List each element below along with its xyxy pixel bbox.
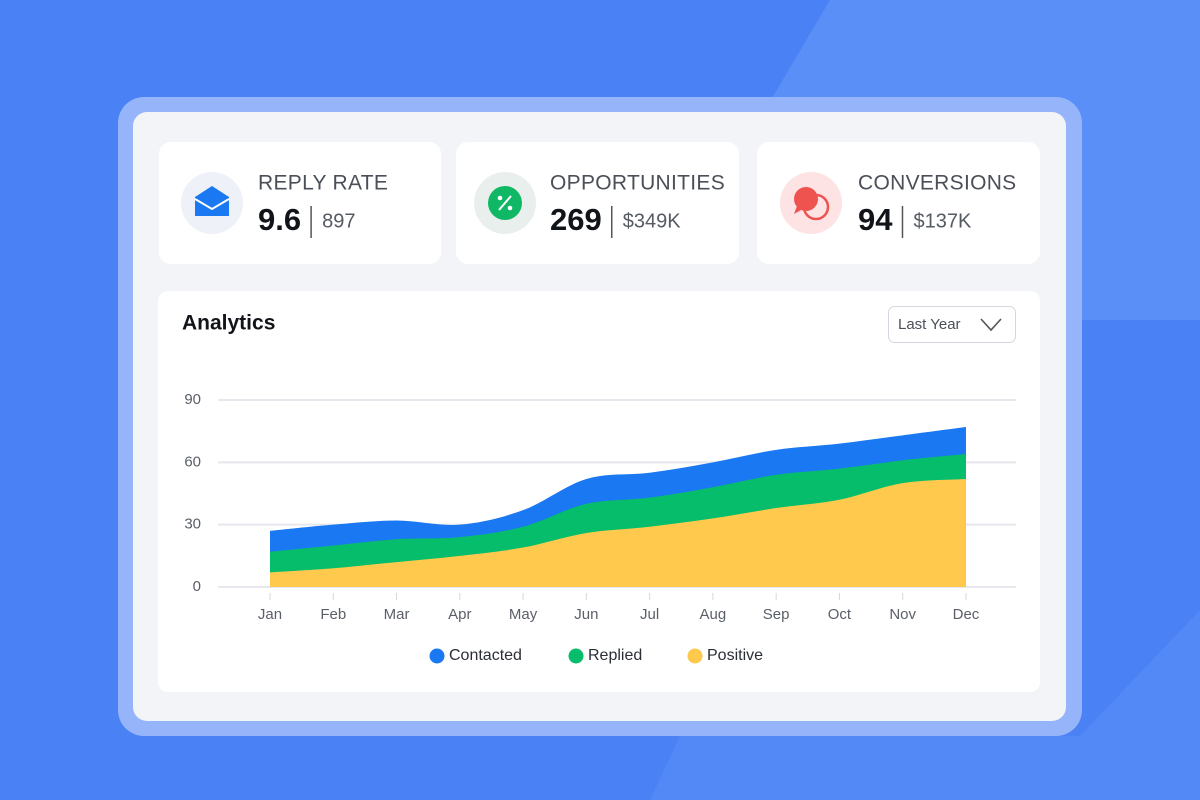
x-tick-label: Nov [889, 606, 916, 623]
y-tick-label: 0 [193, 578, 201, 595]
legend-swatch [568, 648, 584, 664]
card [159, 142, 441, 264]
card-title: REPLY RATE [258, 172, 388, 195]
x-tick-label: Mar [384, 606, 410, 623]
area [270, 478, 966, 587]
chat-icon [780, 172, 842, 234]
x-tick-label: Jun [574, 606, 598, 623]
card-value: 269 [550, 202, 602, 237]
card [757, 142, 1040, 264]
x-tick-label: Dec [953, 606, 980, 623]
panel-title: Analytics [182, 312, 275, 335]
x-tick-label: Oct [828, 606, 852, 623]
x-tick-label: Aug [700, 606, 727, 623]
y-tick-label: 90 [184, 391, 201, 408]
card [456, 142, 739, 264]
y-tick-label: 60 [184, 453, 201, 470]
chart: 0 30 60 90 Jan Feb Mar Apr May Jun Jul Aug Sep Oct Nov… [184, 391, 1016, 664]
x-tick-label: May [509, 606, 538, 623]
dropdown-label[interactable]: Last Year [898, 316, 961, 333]
x-tick-label: Feb [320, 606, 346, 623]
legend-swatch [429, 648, 445, 664]
legend-label: Positive [707, 647, 763, 664]
background [650, 0, 1200, 800]
y-tick-label: 30 [184, 516, 201, 533]
mail-icon [181, 172, 243, 234]
card-sub: $137K [913, 210, 971, 232]
legend-label: Replied [588, 647, 642, 664]
percent-icon [474, 172, 536, 234]
legend-swatch [687, 648, 703, 664]
x-tick-label: Apr [448, 606, 471, 623]
legend-label: Contacted [449, 647, 522, 664]
card-sub: $349K [623, 210, 681, 232]
card-sub: 897 [322, 210, 355, 232]
dropdown[interactable]: Last Year [888, 306, 1016, 343]
x-tick-label: Jan [258, 606, 282, 623]
card-title: CONVERSIONS [858, 172, 1017, 195]
card-value: 94 [858, 202, 893, 237]
x-tick-label: Jul [640, 606, 659, 623]
x-tick-label: Sep [763, 606, 790, 623]
card-value: 9.6 [258, 202, 301, 237]
card-title: OPPORTUNITIES [550, 172, 725, 195]
